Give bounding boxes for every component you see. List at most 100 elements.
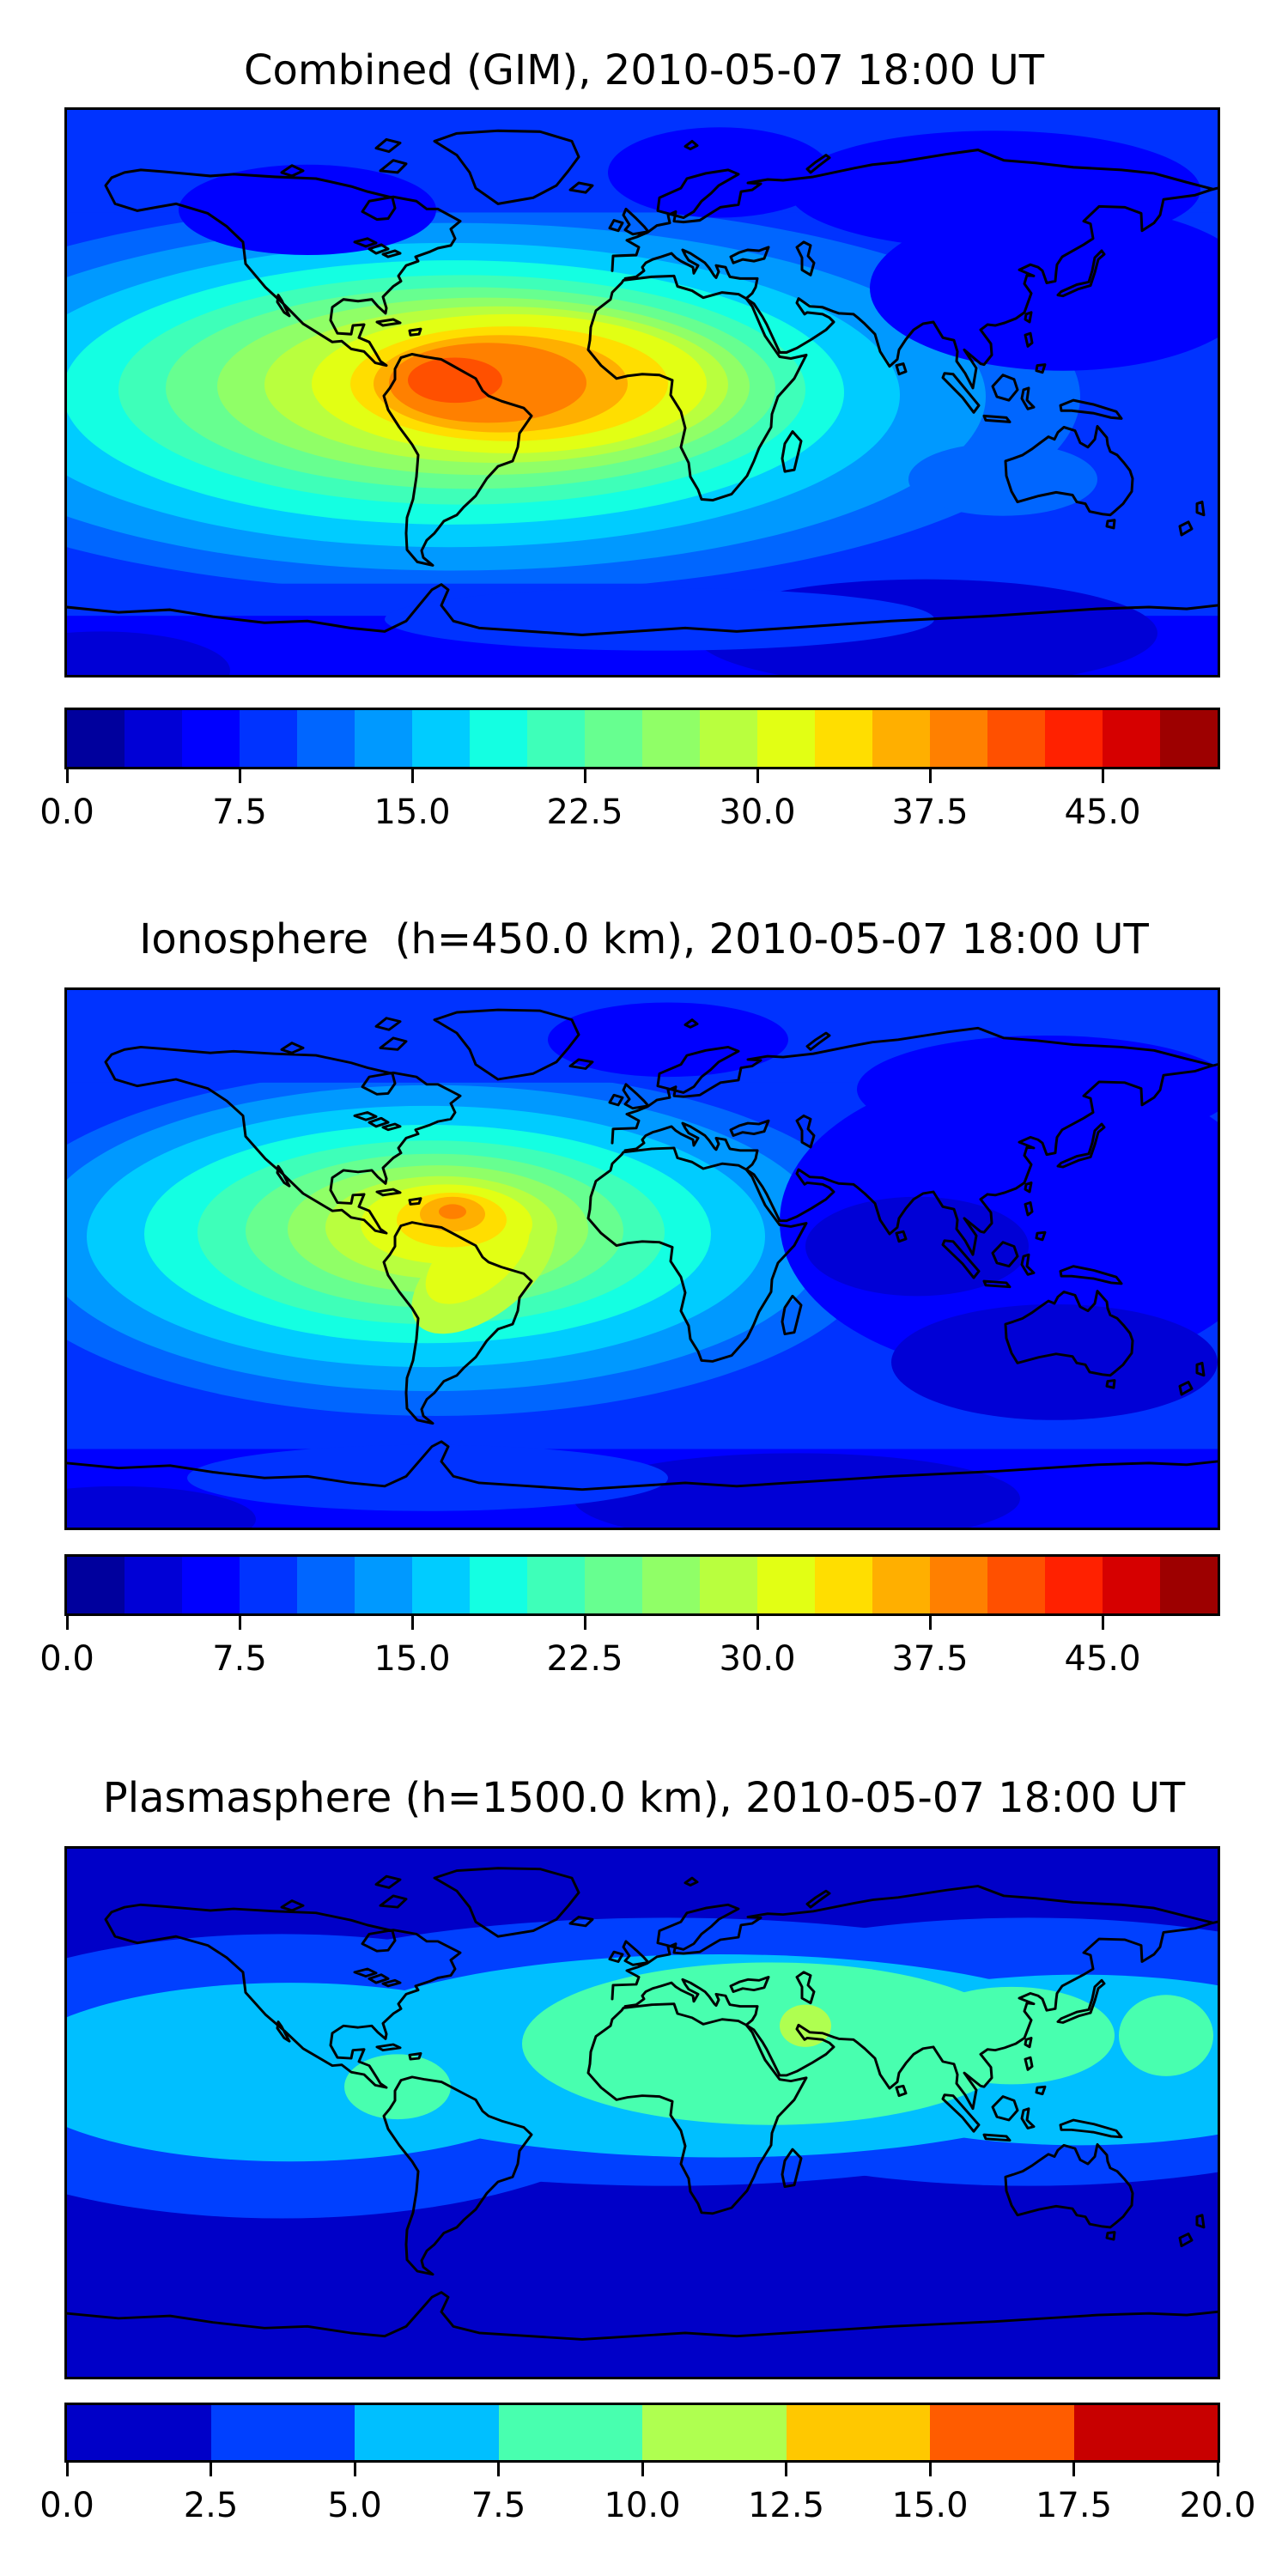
colorbar-segment <box>642 1557 700 1613</box>
map-combined <box>64 107 1220 677</box>
map-plasmasphere <box>64 1846 1220 2379</box>
colorbar-segment <box>355 1557 412 1613</box>
tick-label: 0.0 <box>39 1639 94 1679</box>
colorbar-segment <box>815 710 872 767</box>
tick-label: 22.5 <box>546 793 623 832</box>
tick-label: 20.0 <box>1179 2486 1256 2525</box>
tick-label: 7.5 <box>471 2486 526 2525</box>
tick-mark <box>928 1616 932 1630</box>
colorbar-segment <box>757 710 815 767</box>
colorbar-segment <box>355 2405 499 2460</box>
tick-mark <box>1072 2463 1075 2476</box>
tick-label: 10.0 <box>604 2486 681 2525</box>
colorbar-ionosphere-bar <box>64 1554 1220 1616</box>
figure-plasmasphere-title: Plasmasphere (h=1500.0 km), 2010-05-07 1… <box>102 1774 1186 1822</box>
tick-mark <box>65 2463 69 2476</box>
colorbar-segment <box>930 2405 1074 2460</box>
colorbar-segment <box>987 710 1045 767</box>
colorbar-segment <box>1103 710 1160 767</box>
colorbar-segment <box>642 710 700 767</box>
tick-label: 37.5 <box>891 793 969 832</box>
tick-mark <box>238 1616 241 1630</box>
colorbar-segment <box>930 710 987 767</box>
tick-mark <box>1216 2463 1219 2476</box>
tick-mark <box>65 769 69 783</box>
tick-mark <box>65 1616 69 1630</box>
colorbar-segment <box>700 710 757 767</box>
tick-mark <box>928 769 932 783</box>
colorbar-segment <box>1045 710 1103 767</box>
colorbar-segment <box>182 710 240 767</box>
tick-label: 30.0 <box>719 1639 796 1679</box>
colorbar-segment <box>987 1557 1045 1613</box>
tick-label: 0.0 <box>39 2486 94 2525</box>
colorbar-segment <box>412 710 470 767</box>
tick-label: 7.5 <box>212 793 267 832</box>
colorbar-plasmasphere-bar <box>64 2403 1220 2463</box>
tick-label: 17.5 <box>1035 2486 1113 2525</box>
tick-mark <box>583 1616 586 1630</box>
tick-mark <box>785 2463 787 2476</box>
tick-label: 0.0 <box>39 793 94 832</box>
tick-label: 12.5 <box>747 2486 825 2525</box>
figure-ionosphere-title: Ionosphere (h=450.0 km), 2010-05-07 18:0… <box>139 915 1149 963</box>
tick-mark <box>1101 1616 1104 1630</box>
colorbar-segment <box>786 2405 930 2460</box>
map-ionosphere <box>64 987 1220 1530</box>
colorbar-segment <box>412 1557 470 1613</box>
tick-mark <box>756 769 759 783</box>
colorbar-segment <box>527 1557 585 1613</box>
tick-label: 45.0 <box>1064 793 1141 832</box>
colorbar-segment <box>297 1557 355 1613</box>
tick-mark <box>756 1616 759 1630</box>
colorbar-segment <box>1045 1557 1103 1613</box>
tick-label: 15.0 <box>374 793 451 832</box>
colorbar-segment <box>872 1557 930 1613</box>
tick-mark <box>1101 769 1104 783</box>
colorbar-segment <box>240 710 297 767</box>
colorbar-segment <box>470 710 527 767</box>
colorbar-ionosphere-axis: 0.0 7.5 15.0 22.5 30.0 37.5 45.0 <box>39 1616 1218 1710</box>
tick-label: 15.0 <box>374 1639 451 1679</box>
tick-label: 30.0 <box>719 793 796 832</box>
colorbar-segment <box>125 1557 182 1613</box>
colorbar-segment <box>757 1557 815 1613</box>
colorbar-plasmasphere: 0.0 2.5 5.0 7.5 10.0 12.5 15.0 17.5 20.0 <box>39 2403 1256 2557</box>
colorbar-segment <box>297 710 355 767</box>
colorbar-combined-bar <box>64 708 1220 769</box>
tick-label: 22.5 <box>546 1639 623 1679</box>
colorbar-segment <box>700 1557 757 1613</box>
tick-mark <box>353 2463 356 2476</box>
colorbar-combined-axis: 0.0 7.5 15.0 22.5 30.0 37.5 45.0 <box>39 769 1218 864</box>
colorbar-segment <box>210 2405 355 2460</box>
tick-label: 45.0 <box>1064 1639 1141 1679</box>
tec-field-ionosphere <box>67 990 1218 1528</box>
tick-mark <box>410 769 414 783</box>
tick-mark <box>410 1616 414 1630</box>
tec-field-plasmasphere <box>67 1849 1218 2377</box>
colorbar-segment <box>125 710 182 767</box>
colorbar-segment <box>355 710 412 767</box>
colorbar-segment <box>240 1557 297 1613</box>
tec-field-combined <box>67 110 1218 675</box>
tick-mark <box>641 2463 644 2476</box>
figure-combined-title: Combined (GIM), 2010-05-07 18:00 UT <box>243 46 1045 94</box>
colorbar-segment <box>585 1557 642 1613</box>
tick-mark <box>928 2463 932 2476</box>
colorbar-segment <box>872 710 930 767</box>
colorbar-segment <box>1073 2405 1218 2460</box>
colorbar-segment <box>527 710 585 767</box>
colorbar-segment <box>930 1557 987 1613</box>
colorbar-segment <box>1103 1557 1160 1613</box>
colorbar-segment <box>182 1557 240 1613</box>
colorbar-segment <box>815 1557 872 1613</box>
tick-mark <box>210 2463 212 2476</box>
tick-label: 5.0 <box>327 2486 382 2525</box>
colorbar-segment <box>642 2405 787 2460</box>
colorbar-segment <box>498 2405 642 2460</box>
colorbar-ionosphere: 0.0 7.5 15.0 22.5 30.0 37.5 45.0 <box>39 1554 1220 1710</box>
colorbar-segment <box>1160 1557 1218 1613</box>
colorbar-segment <box>67 1557 125 1613</box>
colorbar-segment <box>470 1557 527 1613</box>
